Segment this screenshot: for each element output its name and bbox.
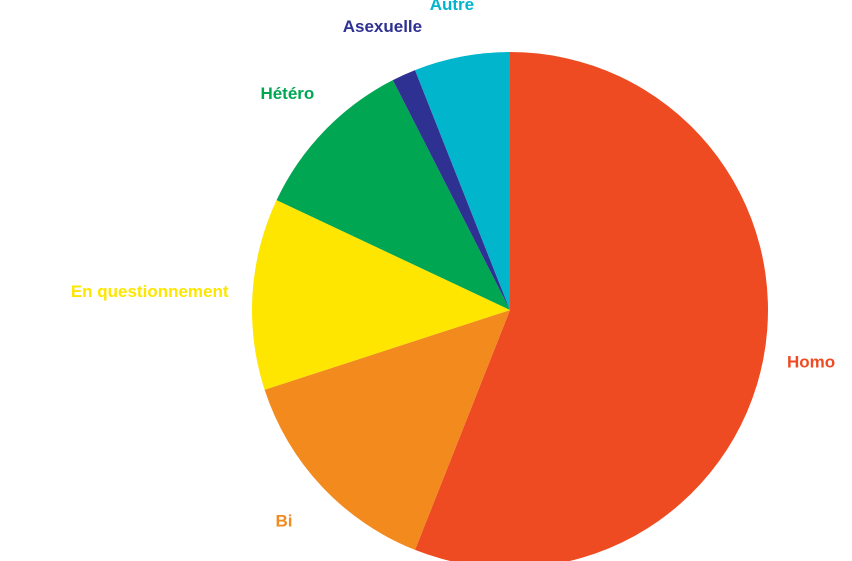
pie-slice — [415, 52, 510, 310]
pie-slice — [276, 80, 510, 310]
slice-label: En questionnement — [71, 282, 229, 301]
slice-label: Homo — [787, 352, 835, 371]
slice-label: Autre — [430, 0, 474, 14]
pie-slice — [264, 310, 510, 550]
pie-slice — [392, 70, 510, 310]
slice-label: Hétéro — [260, 84, 314, 103]
pie-slice — [251, 200, 510, 390]
pie-slice — [415, 52, 768, 561]
slice-label: Asexuelle — [343, 17, 422, 36]
slice-label: Bi — [276, 512, 293, 531]
